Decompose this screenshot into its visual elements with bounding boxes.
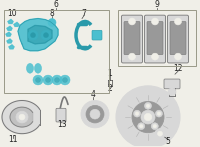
Text: 4: 4 [91, 90, 95, 99]
Polygon shape [18, 19, 58, 51]
Text: 11: 11 [8, 135, 18, 144]
Polygon shape [14, 22, 19, 26]
Circle shape [19, 114, 25, 120]
Circle shape [30, 33, 36, 38]
Circle shape [139, 124, 143, 128]
Circle shape [62, 78, 68, 82]
Circle shape [155, 110, 162, 117]
Circle shape [128, 53, 136, 60]
Text: 1: 1 [108, 69, 112, 78]
Polygon shape [10, 107, 33, 127]
Circle shape [54, 78, 60, 82]
Circle shape [33, 75, 43, 85]
Circle shape [144, 113, 152, 121]
Text: 6: 6 [54, 0, 58, 9]
Circle shape [116, 86, 180, 147]
Polygon shape [8, 20, 13, 23]
FancyBboxPatch shape [124, 21, 140, 55]
Circle shape [174, 18, 182, 25]
Polygon shape [7, 26, 12, 30]
Circle shape [128, 18, 136, 25]
Text: 8: 8 [50, 9, 54, 18]
FancyBboxPatch shape [164, 79, 180, 89]
Circle shape [36, 78, 40, 82]
Circle shape [141, 110, 155, 124]
Circle shape [43, 75, 53, 85]
FancyBboxPatch shape [56, 108, 66, 122]
Circle shape [157, 112, 161, 115]
Circle shape [132, 101, 164, 133]
FancyBboxPatch shape [147, 21, 163, 55]
Circle shape [152, 53, 158, 60]
Text: 5: 5 [166, 137, 170, 146]
Circle shape [81, 101, 109, 128]
FancyBboxPatch shape [122, 15, 142, 63]
Text: 12: 12 [173, 64, 183, 73]
Circle shape [44, 33, 48, 38]
Circle shape [151, 123, 158, 130]
Circle shape [86, 105, 104, 123]
Ellipse shape [26, 64, 34, 73]
Circle shape [152, 18, 158, 25]
Polygon shape [6, 32, 11, 36]
Polygon shape [2, 101, 40, 134]
Circle shape [146, 104, 150, 108]
Circle shape [90, 109, 100, 119]
Ellipse shape [35, 64, 42, 73]
Text: 9: 9 [155, 0, 159, 9]
Text: 10: 10 [7, 9, 17, 18]
Circle shape [60, 75, 70, 85]
FancyBboxPatch shape [144, 15, 166, 63]
Polygon shape [9, 45, 14, 49]
Circle shape [144, 102, 152, 109]
Circle shape [155, 129, 165, 138]
Circle shape [48, 19, 56, 26]
Circle shape [16, 111, 28, 123]
Polygon shape [28, 25, 52, 44]
Circle shape [153, 124, 157, 128]
Circle shape [138, 123, 145, 130]
Text: 13: 13 [57, 120, 67, 129]
Circle shape [52, 75, 62, 85]
Circle shape [155, 129, 165, 138]
Circle shape [174, 53, 182, 60]
Circle shape [134, 110, 141, 117]
Circle shape [135, 112, 139, 115]
FancyBboxPatch shape [92, 30, 102, 40]
Circle shape [158, 131, 162, 136]
FancyBboxPatch shape [168, 15, 188, 63]
Circle shape [168, 88, 176, 96]
Text: 2: 2 [108, 84, 112, 93]
Circle shape [46, 78, 50, 82]
Polygon shape [7, 39, 12, 43]
Text: 7: 7 [82, 9, 86, 18]
Circle shape [28, 30, 38, 40]
Circle shape [41, 30, 51, 40]
FancyBboxPatch shape [170, 21, 186, 55]
